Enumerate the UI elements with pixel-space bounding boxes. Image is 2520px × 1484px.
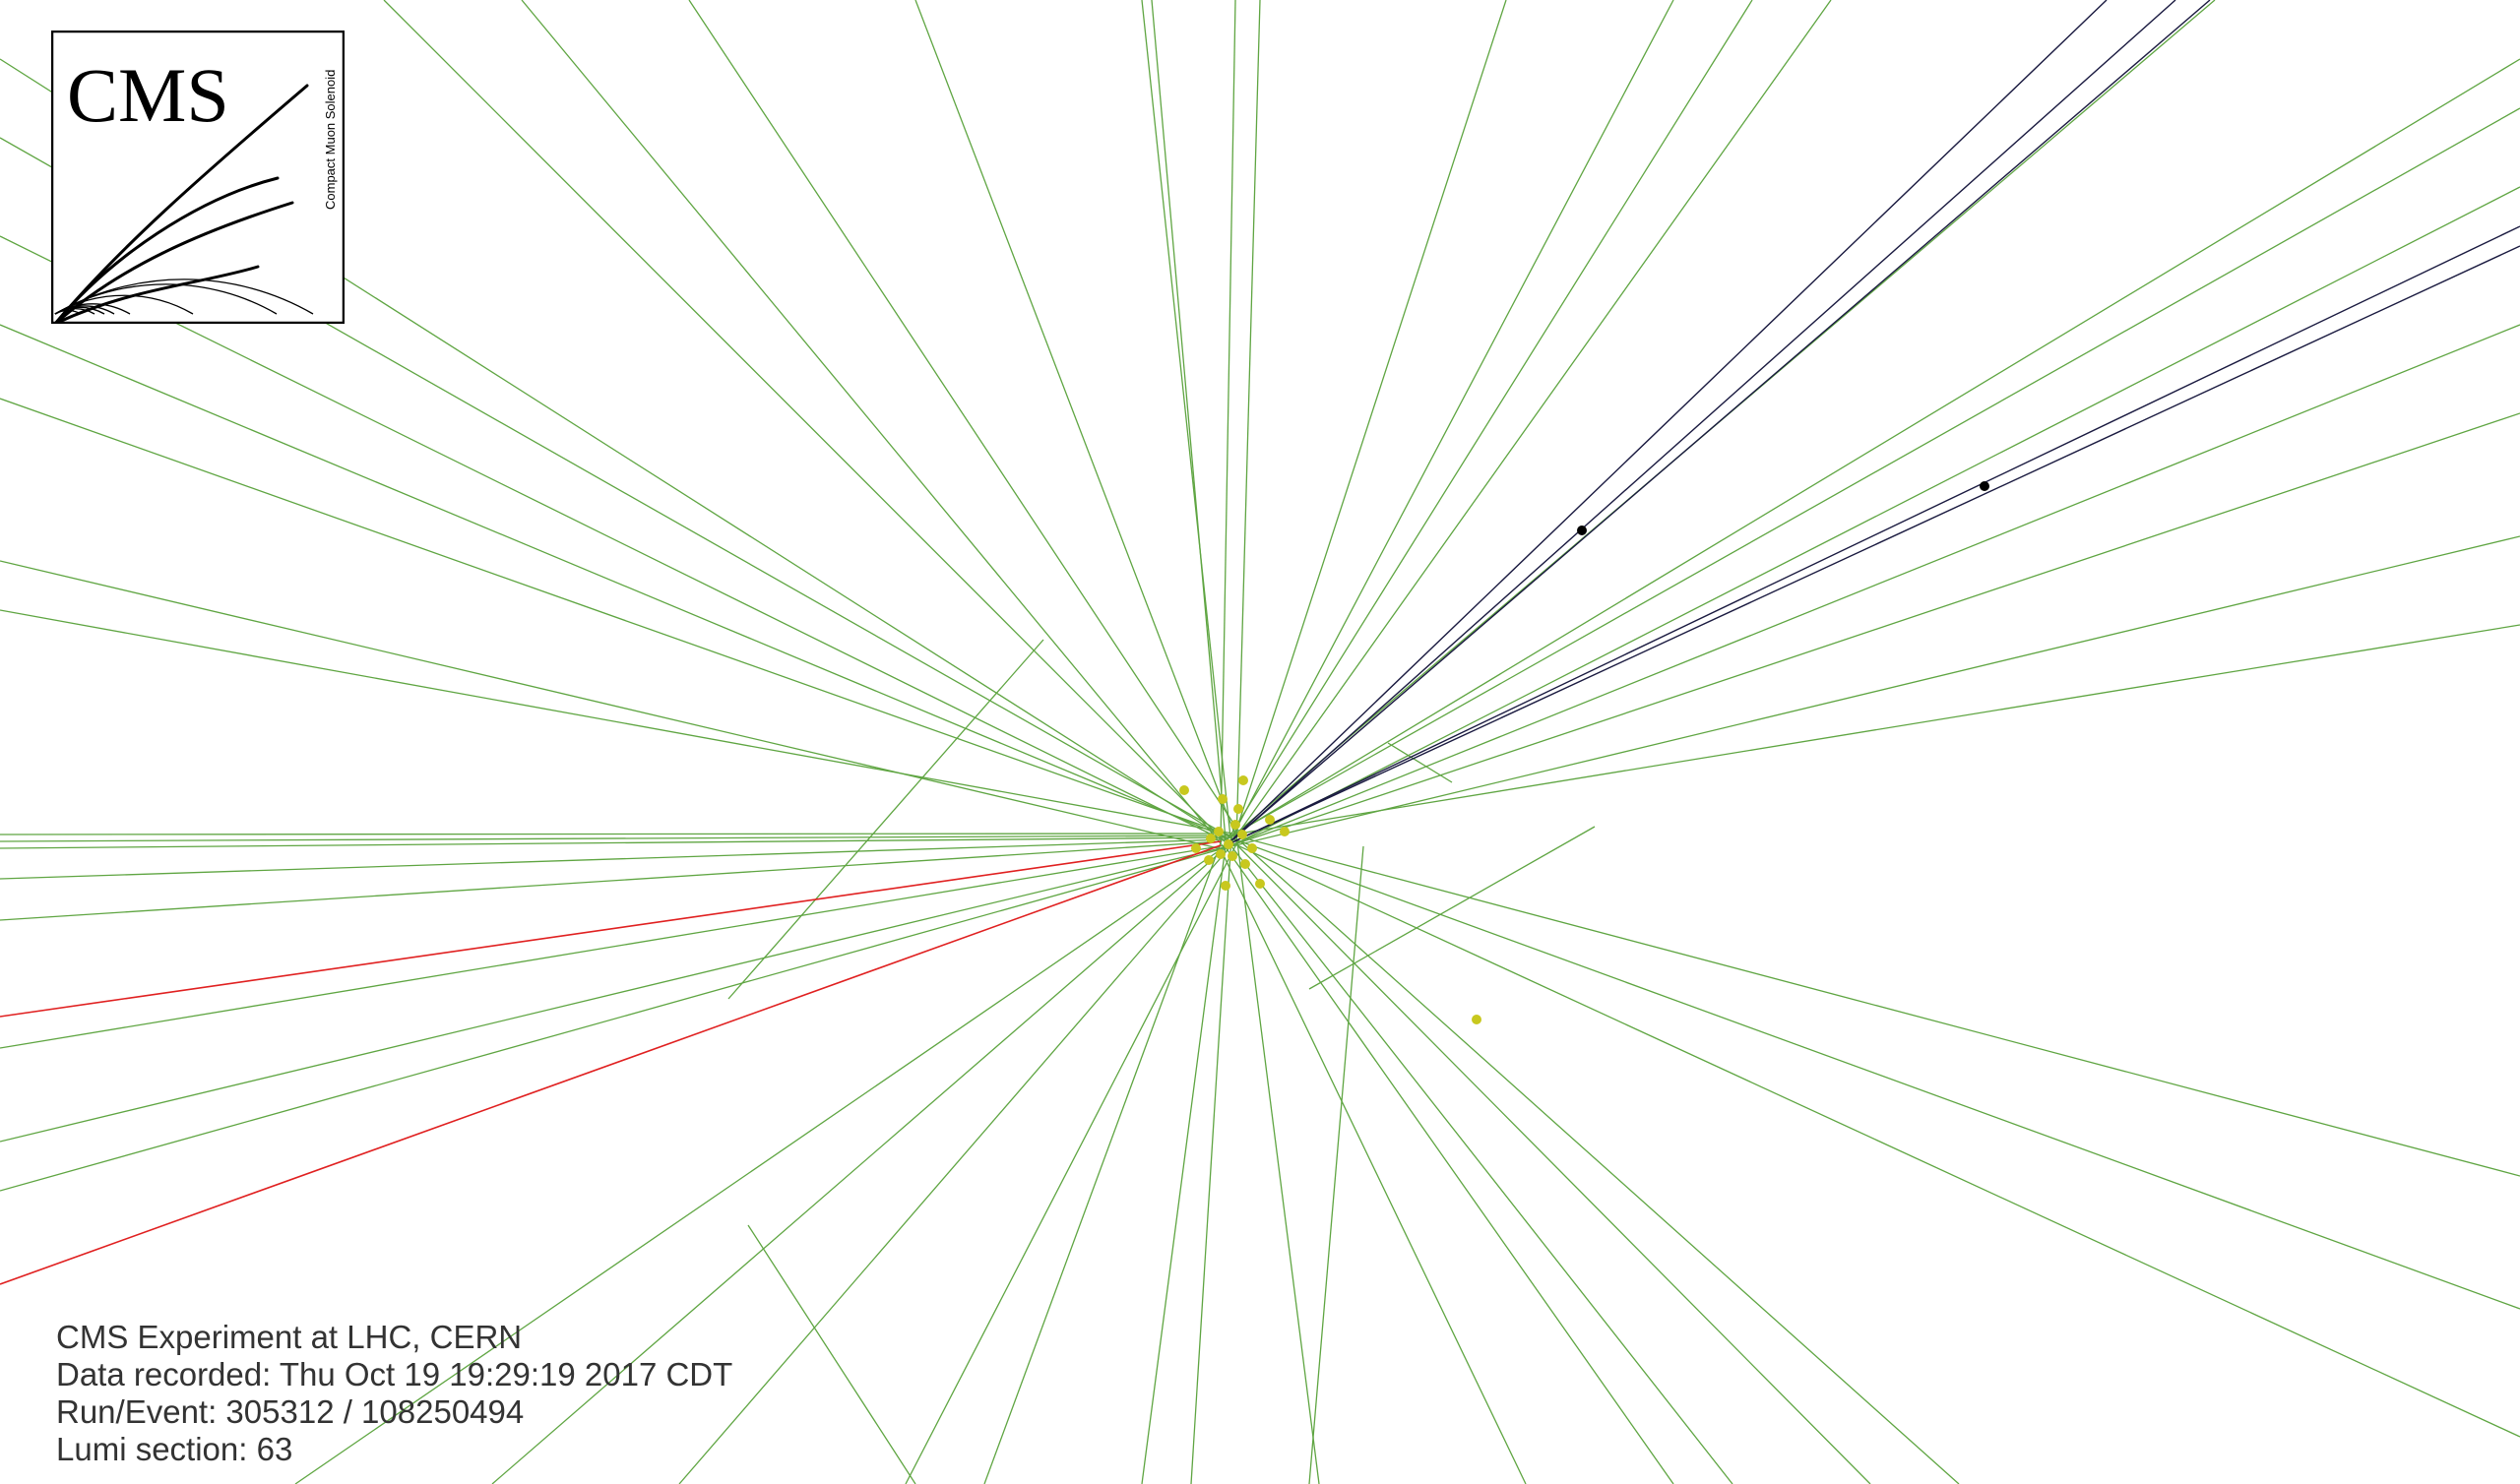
charged-track xyxy=(1239,840,1960,1484)
charged-track xyxy=(1234,842,1871,1484)
muon-hit xyxy=(1980,481,1989,491)
charged-track xyxy=(1228,412,2520,847)
charged-track xyxy=(0,846,1228,1192)
muon-hits xyxy=(1577,481,1989,535)
cms-logo: CMS Compact Muon Solenoid xyxy=(51,31,345,324)
charged-track xyxy=(1308,826,1596,990)
charged-track xyxy=(1237,186,2520,843)
charged-track xyxy=(1235,0,1261,844)
vertex-point xyxy=(1255,879,1265,889)
vertex-point xyxy=(1191,843,1201,853)
date-recorded-label: Data recorded: Thu Oct 19 19:29:19 2017 … xyxy=(56,1356,733,1392)
muon-track xyxy=(1233,245,2520,842)
muon-track xyxy=(1234,0,2211,838)
charged-track xyxy=(0,324,1229,839)
charged-track xyxy=(688,0,1241,835)
vertex-point xyxy=(1218,794,1228,804)
charged-track xyxy=(1222,107,2520,841)
charged-track xyxy=(1308,845,1364,1484)
event-info: CMS Experiment at LHC, CERN Data recorde… xyxy=(56,1319,732,1468)
charged-track xyxy=(1226,0,1674,848)
charged-track xyxy=(914,0,1236,836)
vertex-point xyxy=(1224,839,1233,849)
electron-track xyxy=(0,844,1222,1285)
charged-track xyxy=(0,842,1238,1049)
vertex-point xyxy=(1221,881,1230,891)
charged-track xyxy=(0,609,1239,835)
logo-title: CMS xyxy=(67,52,229,138)
charged-track xyxy=(1233,835,2520,1177)
charged-track xyxy=(1220,0,1236,842)
charged-track xyxy=(491,845,1228,1484)
charged-track xyxy=(0,560,1224,850)
charged-track xyxy=(0,398,1234,837)
vertex-cluster xyxy=(1179,775,1481,1024)
charged-track xyxy=(383,0,1230,847)
charged-track xyxy=(1141,837,1228,1484)
charged-track xyxy=(983,839,1223,1484)
vertex-point xyxy=(1238,775,1248,785)
vertex-point xyxy=(1233,804,1243,814)
logo-subtitle: Compact Muon Solenoid xyxy=(323,70,338,210)
charged-track xyxy=(1221,0,1753,850)
charged-track xyxy=(0,838,1228,880)
lumi-section-label: Lumi section: 63 xyxy=(56,1431,293,1467)
charged-track xyxy=(678,843,1233,1484)
charged-track xyxy=(1190,835,1232,1484)
electron-tracks xyxy=(0,840,1222,1285)
charged-track xyxy=(1230,0,1507,846)
vertex-point xyxy=(1472,1015,1481,1024)
charged-track xyxy=(1387,742,1453,783)
charged-track xyxy=(0,235,1225,841)
vertex-point xyxy=(1265,815,1275,825)
muon-track xyxy=(1229,225,2520,844)
vertex-point xyxy=(1228,851,1237,861)
run-event-label: Run/Event: 305312 / 108250494 xyxy=(56,1393,525,1430)
charged-track xyxy=(1236,0,1832,835)
charged-track xyxy=(1235,834,1320,1484)
electron-track xyxy=(0,840,1222,1018)
charged-track xyxy=(0,836,1232,849)
vertex-point xyxy=(1204,855,1214,865)
vertex-point xyxy=(1214,827,1224,836)
vertex-point xyxy=(1280,827,1290,836)
experiment-label: CMS Experiment at LHC, CERN xyxy=(56,1319,523,1355)
muon-tracks xyxy=(1229,0,2520,844)
charged-track xyxy=(1229,844,1733,1484)
vertex-point xyxy=(1206,834,1216,843)
charged-track xyxy=(727,639,1044,1000)
muon-track xyxy=(1232,0,2176,840)
logo-tracks-icon xyxy=(53,84,309,324)
charged-track xyxy=(1225,846,1674,1484)
charged-track xyxy=(905,841,1238,1484)
charged-track xyxy=(1232,324,2520,845)
charged-track xyxy=(1220,848,1527,1484)
charged-track xyxy=(747,1224,916,1484)
charged-track xyxy=(1223,535,2520,849)
vertex-point xyxy=(1216,849,1226,859)
charged-track xyxy=(1228,836,2520,1310)
charged-track xyxy=(0,833,1222,835)
charged-track xyxy=(0,835,1237,842)
vertex-point xyxy=(1237,830,1247,839)
charged-track xyxy=(1238,624,2520,835)
vertex-point xyxy=(1240,859,1250,869)
vertex-point xyxy=(1247,843,1257,853)
vertex-point xyxy=(1179,785,1189,795)
charged-track xyxy=(1227,58,2520,839)
charged-track xyxy=(521,0,1226,849)
charged-track xyxy=(1224,838,2520,1438)
charged-track xyxy=(1141,0,1231,838)
vertex-point xyxy=(1230,820,1240,830)
muon-hit xyxy=(1577,526,1587,535)
muon-track xyxy=(1229,0,2108,842)
charged-track xyxy=(294,847,1224,1484)
charged-track xyxy=(0,844,1233,1143)
charged-track xyxy=(1151,0,1227,840)
charged-track xyxy=(0,840,1223,921)
